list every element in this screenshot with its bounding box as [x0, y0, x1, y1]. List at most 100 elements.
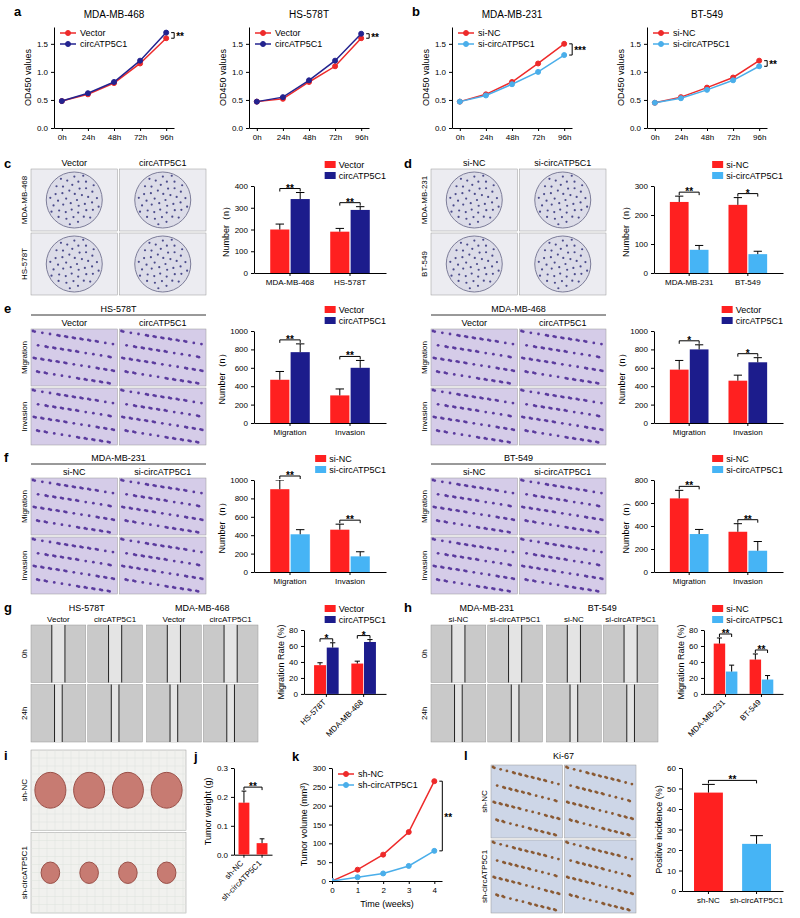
image-texture [569, 572, 572, 575]
image-texture [584, 261, 586, 263]
image-texture [634, 685, 635, 743]
image-texture [224, 625, 237, 683]
image-texture [546, 361, 549, 364]
image-texture [551, 891, 554, 894]
image-texture [477, 285, 479, 287]
image-texture [57, 420, 60, 423]
image-placeholder [431, 329, 518, 386]
image-texture [62, 249, 64, 251]
image-texture [98, 270, 100, 272]
image-texture [184, 197, 186, 199]
image-texture [188, 503, 191, 506]
image-texture [489, 398, 492, 401]
image-texture [31, 758, 186, 759]
image-texture [532, 851, 535, 854]
image-placeholder [431, 388, 518, 445]
image-texture [554, 395, 557, 398]
image-texture [49, 508, 52, 511]
image-texture [150, 348, 153, 351]
image-texture [189, 381, 192, 384]
image-cell [431, 329, 518, 386]
image-texture [576, 260, 578, 262]
column-label: si-circATP5C1 [534, 158, 591, 168]
image-texture [488, 365, 491, 368]
image-texture [142, 347, 145, 350]
image-texture [53, 522, 56, 525]
image-texture [547, 872, 550, 875]
image-texture [55, 185, 57, 187]
image-cell [431, 625, 486, 683]
image-texture [480, 423, 483, 426]
image-texture [539, 275, 541, 277]
image-texture [481, 194, 483, 196]
image-texture [165, 285, 167, 287]
image-texture [78, 269, 80, 271]
image-texture [49, 197, 51, 199]
image-texture [165, 558, 168, 561]
image-texture [154, 395, 157, 398]
image-texture [499, 768, 502, 771]
image-texture [109, 505, 112, 508]
image-texture [45, 521, 48, 524]
image-texture [631, 783, 634, 786]
image-texture [605, 811, 608, 814]
image-texture [200, 551, 203, 554]
image-texture [601, 428, 604, 431]
image-texture [121, 625, 122, 683]
image-texture [581, 439, 584, 442]
image-texture [165, 350, 168, 353]
image-placeholder [488, 685, 543, 743]
image-texture [569, 487, 572, 490]
image-texture [453, 373, 456, 376]
image-texture [569, 513, 572, 516]
image-texture [69, 223, 71, 225]
image-texture [98, 206, 100, 208]
image-texture [497, 575, 500, 578]
image-texture [37, 493, 40, 496]
column-label: si-circATP5C1 [490, 615, 541, 624]
image-texture [92, 502, 95, 505]
image-texture [438, 579, 441, 582]
image-texture [468, 434, 471, 437]
image-texture [589, 790, 592, 793]
image-texture [522, 866, 525, 869]
image-texture [586, 367, 589, 370]
image-texture [609, 829, 612, 832]
image-texture [226, 685, 227, 743]
column-label: si-NC [463, 467, 486, 477]
image-texture [177, 547, 180, 550]
image-texture [41, 331, 44, 334]
image-texture [468, 253, 470, 255]
image-texture [50, 211, 52, 213]
image-texture [539, 211, 541, 213]
image-texture [577, 488, 580, 491]
image-texture [80, 423, 83, 426]
image-texture [493, 588, 496, 591]
image-texture [34, 565, 37, 568]
image-cell [547, 625, 602, 683]
image-texture [69, 408, 72, 411]
column-label: circATP5C1 [210, 615, 253, 624]
image-texture [522, 791, 525, 794]
image-texture [166, 205, 168, 207]
image-texture [85, 245, 87, 247]
image-texture [89, 547, 92, 550]
image-texture [531, 811, 534, 814]
image-texture [61, 192, 63, 194]
row-label: Migration [420, 341, 429, 374]
image-texture [138, 567, 141, 570]
image-placeholder [603, 685, 658, 743]
image-texture [496, 197, 498, 199]
image-texture [478, 188, 480, 190]
image-texture [465, 282, 467, 284]
image-texture [576, 365, 579, 368]
image-texture [530, 358, 533, 361]
image-texture [572, 267, 574, 269]
image-texture [180, 255, 182, 257]
image-texture [481, 546, 484, 549]
image-texture [165, 409, 168, 412]
image-texture [526, 371, 529, 374]
image-texture [84, 560, 87, 563]
image-texture [457, 510, 460, 513]
image-texture [573, 803, 576, 806]
